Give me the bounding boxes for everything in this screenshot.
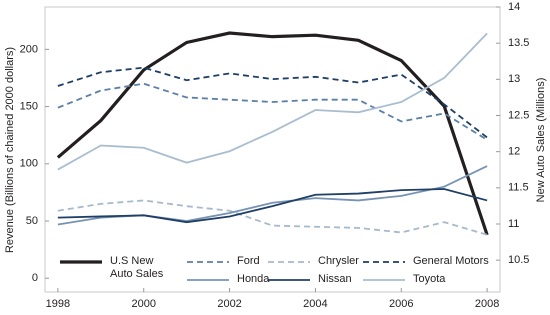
y2-axis-title: New Auto Sales (Millions) — [535, 78, 547, 203]
y-tick-label: 0 — [32, 272, 38, 284]
y-tick-label: 200 — [20, 43, 38, 55]
x-tick-label: 2004 — [303, 298, 327, 310]
y-tick-label: 100 — [20, 158, 38, 170]
legend-label: General Motors — [413, 255, 489, 267]
y-axis-title: Revenue (Billions of chained 2000 dollar… — [4, 47, 16, 253]
legend-label: Chrysler — [318, 255, 359, 267]
series-line — [57, 66, 488, 139]
x-tick-label: 2000 — [131, 298, 155, 310]
y-tick-label: 150 — [20, 100, 38, 112]
legend-label: Ford — [237, 255, 260, 267]
series-line — [57, 188, 488, 224]
y2-tick-label: 14 — [508, 1, 520, 13]
series-line — [57, 82, 488, 141]
plot-frame — [44, 6, 501, 293]
y2-tick-label: 11 — [508, 218, 519, 230]
y2-tick-label: 12.5 — [508, 109, 529, 121]
x-tick-label: 1998 — [46, 298, 70, 310]
legend-label: Toyota — [413, 273, 446, 285]
legend-label: Honda — [237, 273, 270, 285]
legend-label: Nissan — [318, 273, 352, 285]
y2-tick-label: 11.5 — [508, 182, 529, 194]
y-tick-label: 50 — [26, 215, 38, 227]
y2-tick-label: 13 — [508, 73, 520, 85]
legend-label: U.S New Auto Sales — [110, 255, 164, 280]
x-tick-label: 2006 — [389, 298, 413, 310]
y2-tick-label: 12 — [508, 146, 520, 158]
series-line — [57, 199, 488, 236]
series-line — [56, 31, 489, 236]
y2-tick-label: 13.5 — [508, 37, 529, 49]
series-line — [57, 32, 488, 171]
y2-tick-label: 10.5 — [508, 254, 529, 266]
x-tick-label: 2002 — [217, 298, 241, 310]
x-tick-label: 2008 — [475, 298, 499, 310]
